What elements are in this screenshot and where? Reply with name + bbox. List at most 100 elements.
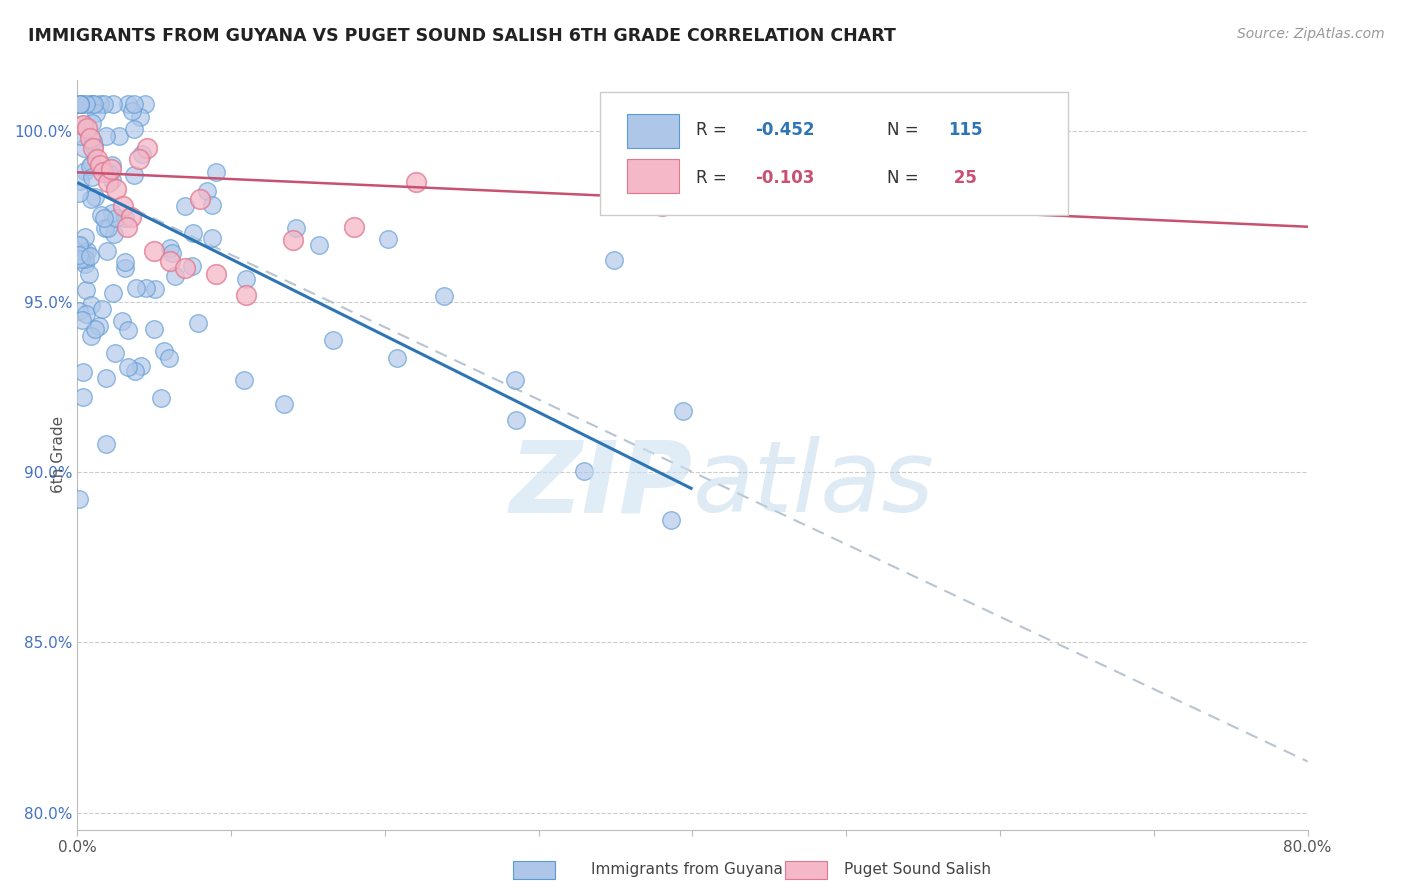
Point xyxy=(69,237,91,252)
Point xyxy=(124,364,146,378)
Point xyxy=(89,97,111,112)
Point xyxy=(201,230,224,244)
Point xyxy=(117,97,139,112)
Point xyxy=(82,116,104,130)
Point xyxy=(93,211,115,225)
Point xyxy=(101,158,124,172)
Point xyxy=(122,168,145,182)
Point xyxy=(72,365,94,379)
Point xyxy=(235,272,257,286)
Point xyxy=(180,260,202,274)
Point xyxy=(187,316,209,330)
Point xyxy=(114,255,136,269)
Point xyxy=(135,141,157,155)
Text: R =: R = xyxy=(696,169,733,186)
Point xyxy=(117,323,139,337)
Point xyxy=(87,318,110,333)
Point xyxy=(125,281,148,295)
FancyBboxPatch shape xyxy=(600,92,1067,215)
Point xyxy=(603,253,626,268)
Point xyxy=(79,131,101,145)
Point xyxy=(94,436,117,450)
Point xyxy=(101,97,124,112)
Point xyxy=(104,345,127,359)
Point xyxy=(105,211,128,225)
Point xyxy=(75,97,97,112)
Point xyxy=(97,176,120,190)
Text: R =: R = xyxy=(696,121,733,139)
Point xyxy=(142,322,165,336)
Point xyxy=(76,120,98,135)
Point xyxy=(108,129,131,144)
Point xyxy=(94,220,117,235)
Point xyxy=(387,351,409,365)
Point xyxy=(67,237,90,252)
Point xyxy=(115,219,138,234)
Point xyxy=(75,307,97,321)
Point xyxy=(281,233,304,247)
Point xyxy=(377,232,399,246)
Point xyxy=(188,193,212,207)
Point xyxy=(114,211,136,225)
Point xyxy=(69,97,91,112)
Point xyxy=(128,152,150,166)
Point xyxy=(104,182,127,196)
Point xyxy=(117,360,139,375)
Text: Puget Sound Salish: Puget Sound Salish xyxy=(844,863,991,877)
Point xyxy=(143,282,166,296)
Point xyxy=(204,268,226,282)
Point xyxy=(111,313,134,327)
Point xyxy=(79,97,101,112)
Point xyxy=(165,268,187,283)
Point xyxy=(174,199,197,213)
Point xyxy=(134,97,156,112)
Point xyxy=(135,281,157,295)
Point xyxy=(160,245,183,260)
Point xyxy=(432,288,454,302)
Point xyxy=(285,221,308,235)
Point xyxy=(195,184,218,198)
Point xyxy=(308,238,330,252)
Text: -0.452: -0.452 xyxy=(755,121,814,139)
Point xyxy=(93,97,115,112)
Point xyxy=(80,298,103,312)
Point xyxy=(67,303,90,318)
Point xyxy=(101,173,124,187)
Point xyxy=(77,267,100,281)
Text: N =: N = xyxy=(887,169,924,186)
Point xyxy=(76,244,98,258)
Point xyxy=(83,97,105,112)
Point xyxy=(69,97,91,112)
Point xyxy=(122,122,145,136)
Point xyxy=(322,333,344,347)
FancyBboxPatch shape xyxy=(627,159,679,193)
Point xyxy=(70,128,93,143)
Point xyxy=(659,513,682,527)
Point xyxy=(83,322,105,336)
Point xyxy=(89,158,111,172)
Point xyxy=(86,152,108,166)
Point xyxy=(129,359,152,373)
Point xyxy=(90,301,112,316)
Point xyxy=(672,403,695,417)
Point xyxy=(67,186,90,200)
Point xyxy=(73,164,96,178)
Point xyxy=(70,313,93,327)
Point xyxy=(153,343,176,358)
Text: ZIP: ZIP xyxy=(509,436,693,533)
Point xyxy=(96,244,118,259)
Point xyxy=(90,209,112,223)
Point xyxy=(343,219,366,234)
Point xyxy=(79,329,101,343)
Point xyxy=(204,165,226,179)
Text: Source: ZipAtlas.com: Source: ZipAtlas.com xyxy=(1237,27,1385,41)
Point xyxy=(233,373,256,387)
Point xyxy=(69,97,91,112)
Point xyxy=(70,118,93,132)
Point xyxy=(82,141,104,155)
Text: 115: 115 xyxy=(949,121,983,139)
Point xyxy=(128,110,150,124)
Point xyxy=(75,283,97,297)
Point xyxy=(103,227,125,241)
Point xyxy=(131,147,153,161)
